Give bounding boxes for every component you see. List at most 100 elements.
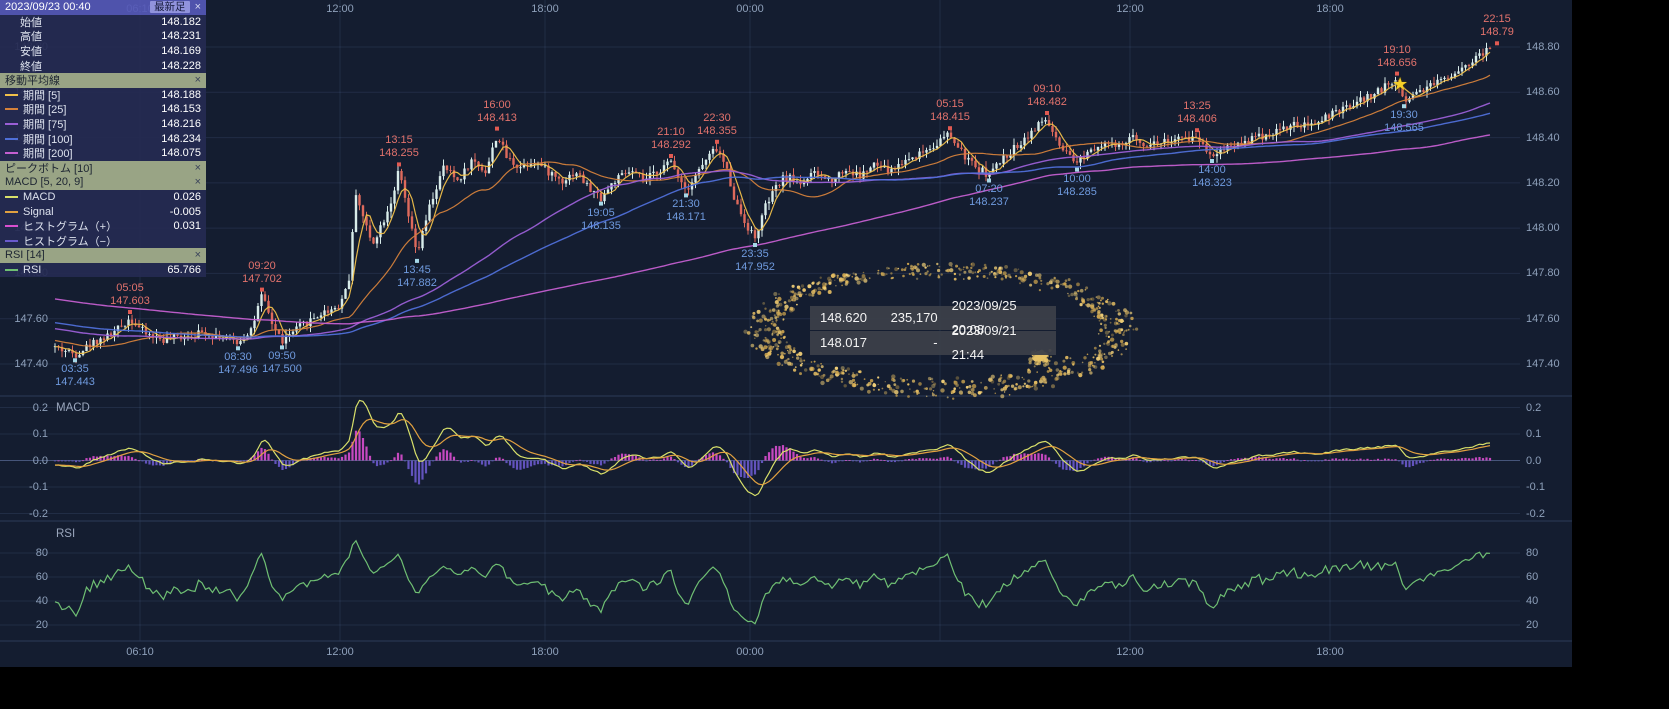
candle — [1044, 120, 1047, 122]
candle — [1334, 110, 1338, 112]
close-icon[interactable]: × — [194, 1, 201, 14]
indicator-row: RSI 65.766 — [0, 262, 206, 278]
candle — [529, 164, 533, 167]
candle — [197, 330, 200, 338]
candle — [841, 172, 844, 174]
rsi-axis-label: 80 — [35, 547, 48, 559]
candle — [389, 203, 393, 212]
candle — [421, 231, 424, 249]
candle — [400, 171, 403, 181]
candle — [554, 172, 557, 177]
candle — [1429, 83, 1432, 87]
candle — [946, 132, 949, 137]
candle — [1086, 151, 1089, 159]
candle — [435, 189, 438, 199]
candle — [1369, 94, 1373, 99]
candle — [662, 165, 666, 173]
candle — [680, 177, 683, 183]
readout-volume: - — [933, 335, 938, 350]
candle — [64, 351, 67, 352]
candle — [967, 157, 970, 160]
candle — [1404, 96, 1408, 102]
candle — [508, 158, 512, 159]
candle — [491, 147, 494, 162]
indicator-row: ヒストグラム（+） 0.031 — [0, 218, 206, 234]
candle — [1394, 80, 1397, 85]
indicator-value: 0.031 — [173, 220, 201, 233]
candle — [897, 164, 900, 170]
latest-bar-mode-chip[interactable]: 最新足 — [150, 1, 190, 14]
chart-canvas[interactable] — [0, 0, 1572, 667]
close-icon[interactable]: × — [194, 249, 201, 262]
candle — [1051, 126, 1054, 132]
candle — [438, 176, 442, 190]
candle — [557, 176, 561, 179]
swing-low-label: 23:35 147.952 — [735, 248, 775, 273]
candle — [396, 171, 400, 191]
candle — [652, 171, 655, 173]
candle — [561, 178, 564, 184]
indicator-info-panel: 2023/09/23 00:40 最新足 × 始値 148.182 高値 148.231… — [0, 0, 206, 278]
candle — [452, 170, 456, 178]
candle — [1436, 79, 1439, 85]
price-axis-label: 147.40 — [1526, 358, 1560, 370]
indicator-label: 期間 [75] — [5, 116, 161, 132]
candle — [85, 344, 88, 351]
candle — [1149, 144, 1152, 147]
candle — [330, 309, 333, 313]
candle — [788, 174, 792, 181]
close-icon[interactable]: × — [194, 176, 201, 189]
candle — [1422, 90, 1425, 92]
candle — [323, 310, 326, 316]
candle — [1355, 101, 1359, 107]
candle — [1131, 135, 1135, 138]
candle — [1453, 73, 1457, 77]
candle — [473, 159, 477, 162]
candle — [1191, 136, 1194, 141]
candle — [1348, 105, 1352, 108]
rsi-line — [54, 539, 1491, 625]
candle — [260, 294, 263, 306]
candle — [1261, 133, 1264, 140]
indicator-label: Signal — [5, 206, 170, 218]
candle — [78, 354, 81, 358]
candle — [295, 326, 298, 332]
candle — [666, 161, 669, 166]
indicator-label: ヒストグラム（+） — [5, 218, 173, 234]
candle — [1467, 65, 1471, 66]
candle — [372, 237, 375, 244]
candle — [848, 171, 851, 172]
candle — [144, 326, 148, 335]
candle — [736, 199, 739, 205]
ohlc-value: 148.231 — [161, 30, 201, 43]
candle — [883, 165, 886, 168]
swing-low-label: 19:05 148.135 — [581, 206, 621, 232]
range-readout-row: 148.620 235,170 2023/09/25 20:08 — [810, 298, 1056, 337]
candle — [907, 159, 911, 160]
macd-axis-label: 0.2 — [1526, 401, 1542, 414]
candle — [1054, 131, 1058, 138]
candle — [977, 167, 981, 174]
candle — [365, 216, 368, 226]
candle — [949, 132, 953, 138]
candle — [1096, 146, 1100, 151]
candle — [928, 149, 932, 150]
series-color-swatch — [5, 152, 18, 155]
indicator-section-header: ピークボトム [10] × — [0, 160, 206, 176]
candle — [1331, 110, 1334, 119]
candle — [1296, 121, 1299, 128]
candle — [1142, 142, 1145, 147]
candle — [1201, 142, 1205, 144]
candle — [1075, 161, 1079, 163]
candle — [991, 168, 995, 173]
candle — [855, 171, 858, 176]
series-color-swatch — [5, 108, 18, 111]
series-color-swatch — [5, 239, 18, 242]
candle — [543, 165, 547, 167]
candle — [60, 346, 64, 352]
close-icon[interactable]: × — [194, 161, 201, 174]
close-icon[interactable]: × — [194, 74, 201, 87]
price-axis-label: 147.80 — [1526, 267, 1560, 280]
ohlc-label: 始値 — [20, 16, 42, 29]
indicator-value: 148.075 — [161, 147, 201, 160]
